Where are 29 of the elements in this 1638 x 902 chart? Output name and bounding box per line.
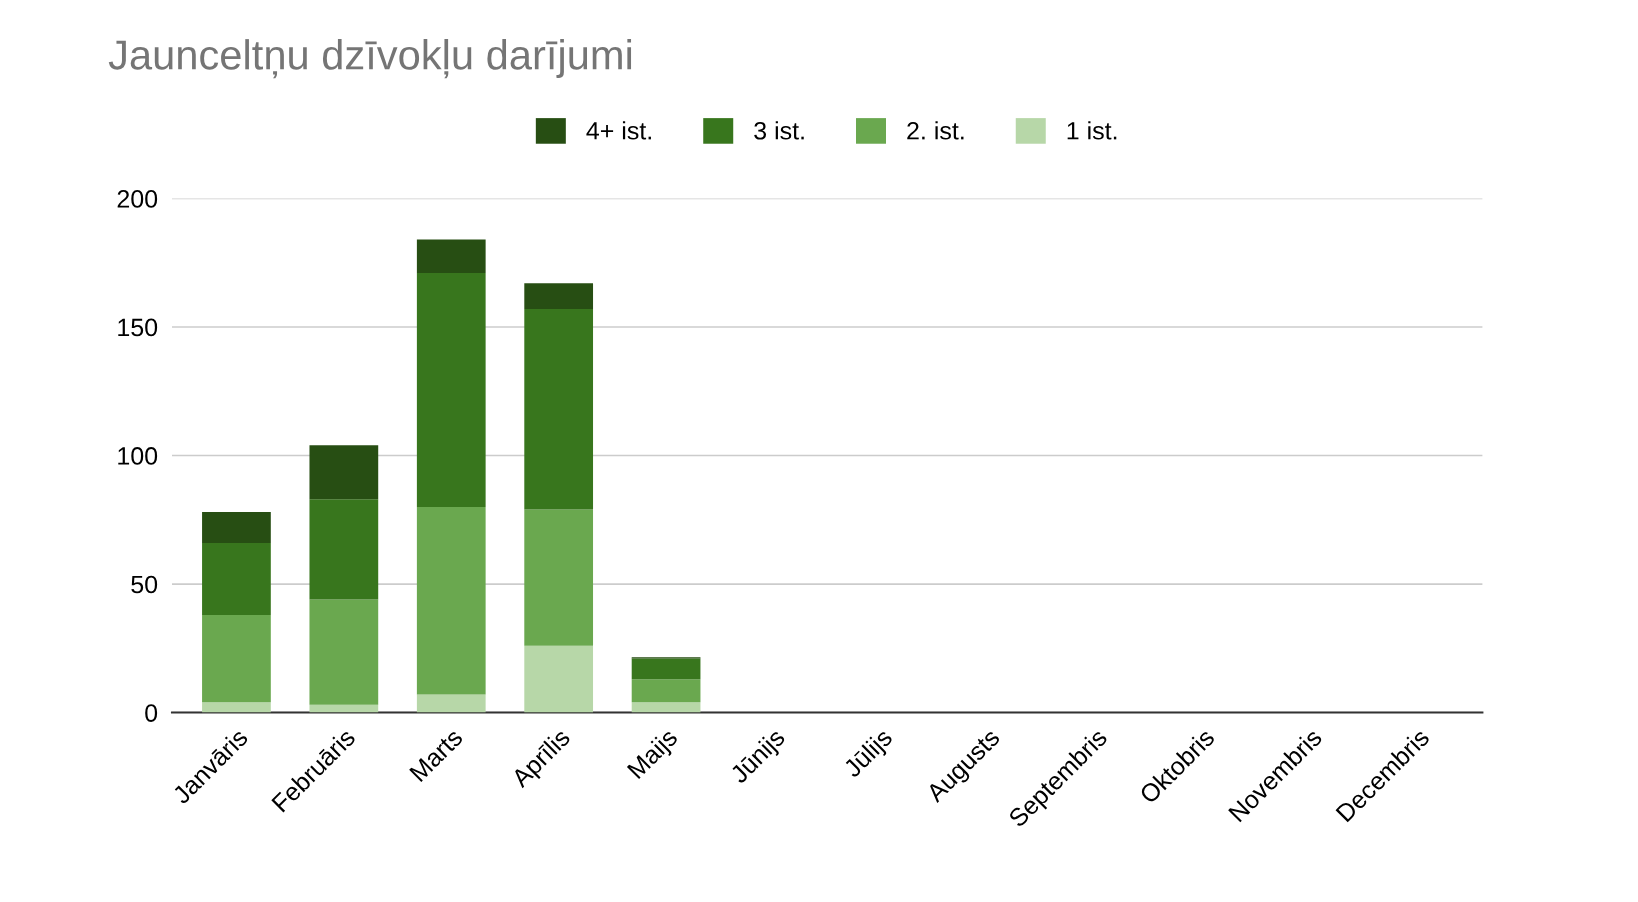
bar bbox=[631, 679, 701, 703]
y-tick-label: 0 bbox=[145, 704, 158, 722]
bar bbox=[524, 509, 594, 646]
bar bbox=[309, 704, 379, 713]
bar bbox=[309, 445, 379, 500]
bar bbox=[202, 512, 271, 543]
bar bbox=[524, 283, 594, 309]
bar bbox=[524, 308, 594, 510]
y-tick-label: 200 bbox=[117, 190, 158, 208]
chart-title: Jaunceltņu dzīvokļu darījumi bbox=[108, 39, 632, 79]
legend-label: 1 ist. bbox=[1067, 121, 1117, 140]
bar bbox=[202, 702, 271, 713]
bar bbox=[309, 499, 379, 600]
bar bbox=[309, 599, 379, 705]
y-tick-label: 100 bbox=[118, 447, 158, 465]
bar bbox=[416, 506, 486, 695]
y-tick-label: 50 bbox=[131, 575, 158, 594]
bar bbox=[416, 272, 486, 507]
bar bbox=[631, 702, 701, 713]
y-tick-label: 150 bbox=[118, 318, 158, 337]
legend-label: 3 ist. bbox=[754, 121, 804, 140]
bar bbox=[524, 645, 594, 713]
legend-label: 4+ ist. bbox=[586, 121, 651, 140]
bar bbox=[202, 614, 271, 703]
bar bbox=[631, 658, 701, 680]
legend-label: 2. ist. bbox=[907, 121, 964, 140]
bar bbox=[202, 542, 271, 615]
bar bbox=[416, 694, 486, 713]
bar bbox=[416, 239, 486, 273]
